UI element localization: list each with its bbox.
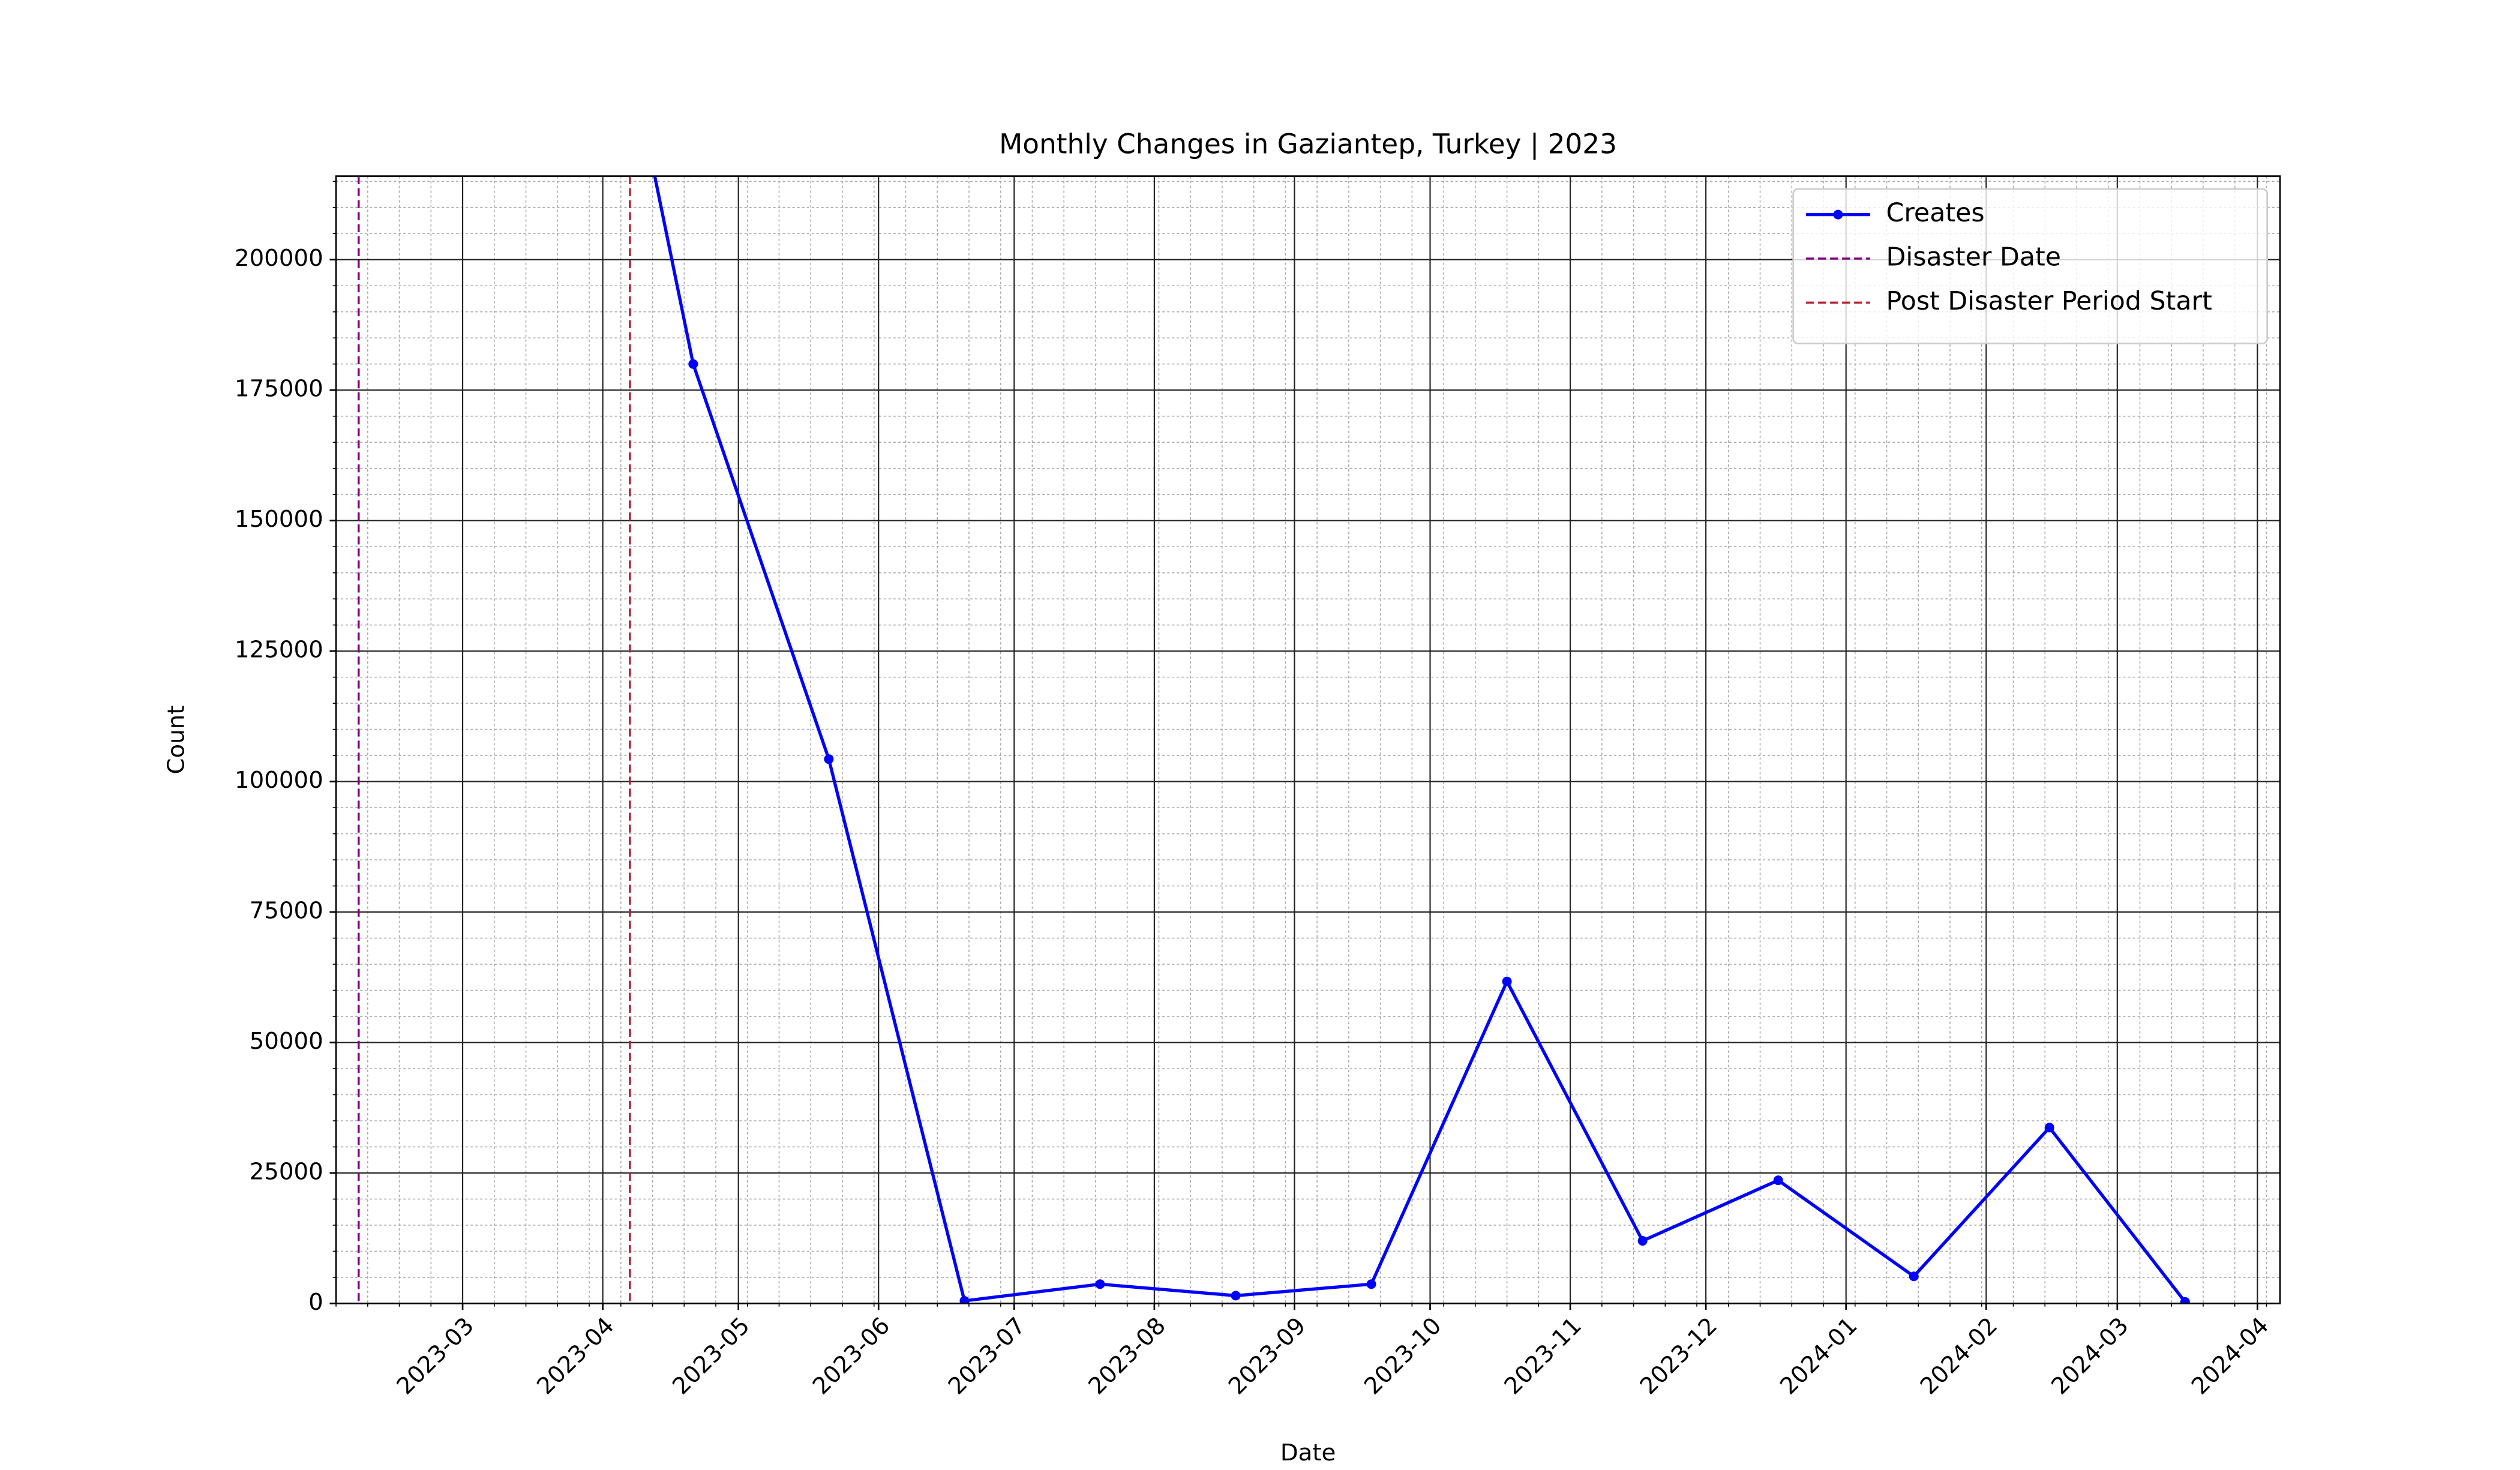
y-tick-label: 25000: [250, 1158, 323, 1185]
legend-marker: [1833, 209, 1843, 220]
data-point: [1502, 976, 1512, 986]
data-point: [2180, 1297, 2190, 1304]
data-point: [1637, 1236, 1648, 1246]
legend-label: Post Disaster Period Start: [1886, 286, 2212, 316]
plot-frame: [335, 175, 2281, 1304]
legend-label: Disaster Date: [1886, 242, 2062, 272]
y-tick-label: 50000: [250, 1028, 323, 1055]
y-axis-label: Count: [163, 706, 190, 775]
plot-area: [358, 176, 2190, 1304]
data-point: [1095, 1279, 1105, 1289]
data-point: [1366, 1279, 1376, 1289]
y-tick-label: 125000: [235, 637, 323, 664]
y-tick-label: 75000: [250, 898, 323, 925]
data-point: [688, 359, 698, 369]
legend-label: Creates: [1886, 198, 1985, 228]
data-point: [1231, 1291, 1241, 1301]
y-tick-label: 175000: [235, 376, 323, 403]
y-tick-label: 200000: [235, 245, 323, 272]
legend-box: [1792, 188, 2269, 344]
legend: Creates Disaster Date Post Disaster Period…: [1792, 188, 2269, 344]
data-point: [1773, 1175, 1783, 1186]
x-axis-label: Date: [1280, 1439, 1336, 1466]
y-tick-label: 150000: [235, 506, 323, 533]
data-point: [1909, 1271, 1919, 1282]
y-tick-label: 0: [308, 1289, 323, 1316]
data-point: [824, 754, 834, 764]
grid: [335, 176, 2281, 1304]
data-point: [959, 1296, 970, 1304]
chart-title: Monthly Changes in Gaziantep, Turkey | 2…: [999, 128, 1617, 160]
y-tick-label: 100000: [235, 767, 323, 794]
data-point: [2044, 1123, 2054, 1133]
